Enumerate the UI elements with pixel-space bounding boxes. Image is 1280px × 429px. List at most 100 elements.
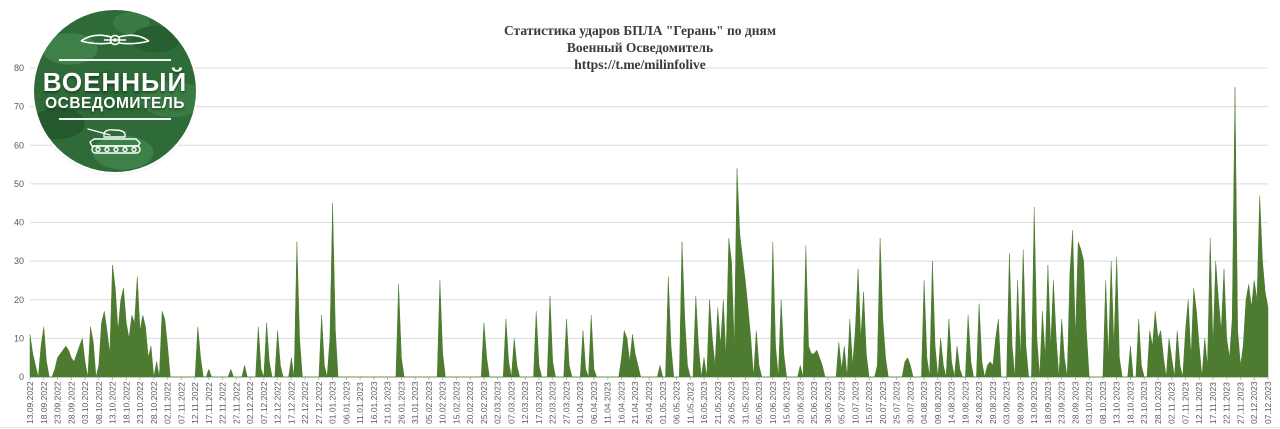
x-tick-label: 10.02.2023: [438, 381, 448, 424]
x-tick-label: 08.09.2023: [1015, 381, 1025, 424]
x-tick-label: 07.11.2023: [1181, 382, 1191, 424]
x-tick-label: 13.10.2022: [108, 381, 118, 424]
x-tick-label: 07.12.2023: [1263, 381, 1273, 424]
x-tick-label: 03.10.2022: [80, 381, 90, 424]
logo-title-text: ВОЕННЫЙ: [42, 66, 188, 97]
x-tick-label: 12.11.2022: [190, 382, 200, 424]
x-tick-label: 16.04.2023: [617, 381, 627, 424]
x-tick-label: 02.12.2023: [1249, 381, 1259, 424]
x-tick-label: 31.01.2023: [410, 381, 420, 424]
x-tick-label: 28.09.2023: [1070, 381, 1080, 424]
x-tick-label: 05.06.2023: [754, 381, 764, 424]
x-tick-label: 15.02.2023: [451, 381, 461, 424]
emblem-hub: [113, 37, 117, 42]
x-tick-label: 11.04.2023: [603, 382, 613, 424]
x-tick-label: 06.05.2023: [672, 381, 682, 424]
logo-divider-top: [59, 58, 171, 61]
x-tick-label: 01.01.2023: [328, 381, 338, 424]
x-tick-label: 08.10.2023: [1098, 381, 1108, 424]
page-bottom-border: [0, 427, 1280, 428]
x-tick-label: 30.06.2023: [823, 381, 833, 424]
x-tick-label: 23.09.2022: [53, 381, 63, 424]
x-tick-label: 23.10.2023: [1139, 381, 1149, 424]
x-tick-label: 07.12.2022: [259, 381, 269, 424]
x-tick-label: 23.10.2022: [135, 381, 145, 424]
x-tick-label: 05.07.2023: [837, 381, 847, 424]
y-tick-label: 10: [14, 333, 24, 343]
x-tick-label: 26.01.2023: [396, 381, 406, 424]
y-tick-label: 70: [14, 102, 24, 112]
area-series: [29, 87, 1269, 378]
x-tick-label: 26.04.2023: [644, 381, 654, 424]
y-tick-label: 20: [14, 295, 24, 305]
x-tick-label: 28.09.2022: [66, 381, 76, 424]
x-tick-label: 02.11.2023: [1167, 382, 1177, 424]
x-tick-label: 21.04.2023: [630, 381, 640, 424]
y-tick-label: 80: [14, 63, 24, 73]
x-tick-label: 28.10.2022: [149, 381, 159, 424]
wings-emblem-icon: [80, 33, 150, 45]
x-tick-label: 17.11.2023: [1208, 382, 1218, 424]
x-tick-label: 22.11.2022: [218, 382, 228, 424]
y-tick-label: 50: [14, 179, 24, 189]
x-tick-label: 29.08.2023: [988, 381, 998, 424]
x-tick-label: 13.09.2023: [1029, 381, 1039, 424]
x-tick-label: 07.11.2022: [176, 382, 186, 424]
x-tick-label: 02.11.2022: [163, 382, 173, 424]
y-tick-label: 0: [19, 372, 24, 382]
x-tick-label: 20.07.2023: [878, 381, 888, 424]
x-tick-label: 25.06.2023: [809, 381, 819, 424]
channel-logo: ВОЕННЫЙ ОСВЕДОМИТЕЛЬ: [34, 10, 196, 172]
x-tick-label: 08.10.2022: [94, 381, 104, 424]
x-tick-label: 21.01.2023: [383, 381, 393, 424]
x-tick-label: 13.10.2023: [1112, 381, 1122, 424]
x-tick-label: 07.03.2023: [506, 381, 516, 424]
x-tick-label: 09.08.2023: [933, 381, 943, 424]
x-tick-label: 01.04.2023: [575, 381, 585, 424]
x-tick-label: 12.12.2022: [273, 381, 283, 424]
x-tick-label: 24.08.2023: [974, 381, 984, 424]
x-tick-label: 04.08.2023: [919, 381, 929, 424]
x-tick-label: 27.11.2023: [1236, 382, 1246, 424]
x-tick-label: 11.05.2023: [685, 382, 695, 424]
x-tick-label: 18.10.2023: [1125, 381, 1135, 424]
x-tick-label: 27.03.2023: [562, 381, 572, 424]
x-tick-label: 02.03.2023: [493, 381, 503, 424]
x-tick-label: 30.07.2023: [905, 381, 915, 424]
x-tick-label: 06.01.2023: [341, 381, 351, 424]
x-tick-label: 05.02.2023: [424, 381, 434, 424]
x-tick-label: 27.11.2022: [231, 382, 241, 424]
x-tick-label: 10.07.2023: [850, 381, 860, 424]
x-tick-label: 16.01.2023: [369, 381, 379, 424]
x-tick-label: 18.09.2022: [39, 381, 49, 424]
x-tick-label: 14.08.2023: [947, 381, 957, 424]
x-tick-label: 12.11.2023: [1194, 382, 1204, 424]
logo-divider-bottom: [59, 117, 171, 120]
x-tick-label: 01.05.2023: [658, 381, 668, 424]
x-tick-label: 12.03.2023: [520, 381, 530, 424]
x-tick-label: 17.03.2023: [534, 381, 544, 424]
x-tick-label: 19.08.2023: [960, 381, 970, 424]
x-tick-label: 28.10.2023: [1153, 381, 1163, 424]
x-tick-label: 03.09.2023: [1002, 381, 1012, 424]
x-tick-label: 26.05.2023: [727, 381, 737, 424]
x-tick-label: 18.10.2022: [121, 381, 131, 424]
x-tick-label: 15.07.2023: [864, 381, 874, 424]
x-tick-label: 21.05.2023: [713, 381, 723, 424]
x-tick-label: 17.12.2022: [286, 381, 296, 424]
x-tick-label: 15.06.2023: [782, 381, 792, 424]
logo-subtitle-text: ОСВЕДОМИТЕЛЬ: [45, 94, 185, 112]
x-tick-label: 11.01.2023: [355, 382, 365, 424]
x-tick-label: 03.10.2023: [1084, 381, 1094, 424]
x-tick-label: 23.09.2023: [1057, 381, 1067, 424]
y-tick-label: 60: [14, 140, 24, 150]
x-tick-label: 22.11.2023: [1222, 382, 1232, 424]
x-tick-label: 22.03.2023: [548, 381, 558, 424]
x-tick-label: 31.05.2023: [740, 381, 750, 424]
x-tick-label: 25.07.2023: [892, 381, 902, 424]
x-tick-label: 02.12.2022: [245, 381, 255, 424]
x-tick-label: 16.05.2023: [699, 381, 709, 424]
x-tick-label: 20.02.2023: [465, 381, 475, 424]
